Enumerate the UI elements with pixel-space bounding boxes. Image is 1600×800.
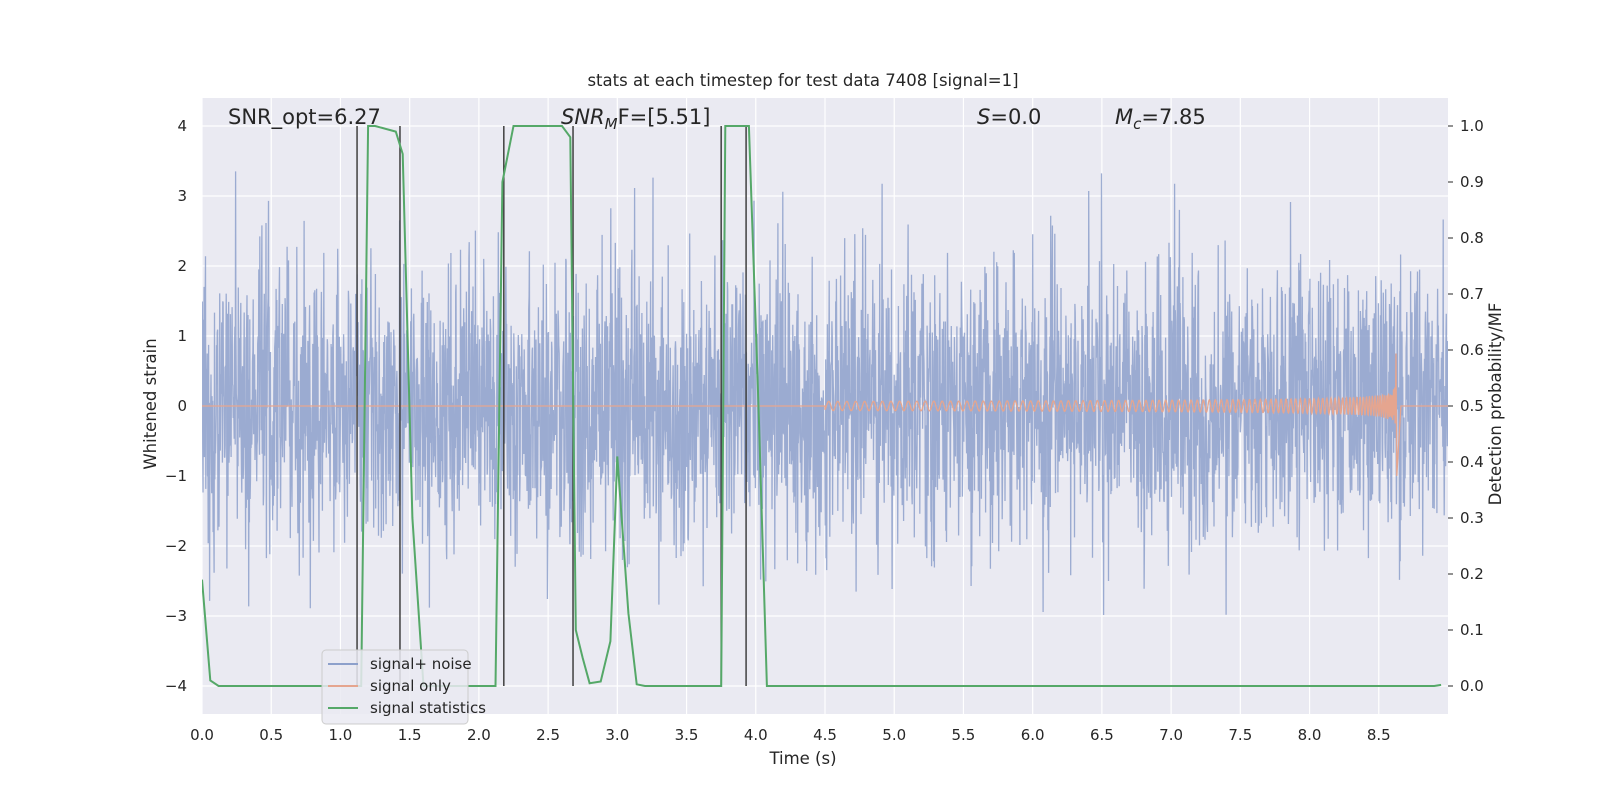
- legend-label-signal-statistics: signal statistics: [370, 699, 486, 717]
- snr-mf-value: F=[5.51]: [618, 105, 711, 129]
- snr-opt-annotation: SNR_opt=6.27: [228, 105, 381, 130]
- y-tick-label-right: 0.9: [1460, 173, 1484, 191]
- y-tick-label-right: 0.2: [1460, 565, 1484, 583]
- mc-annotation: Mc=7.85: [1115, 105, 1206, 133]
- y-tick-label-right: 0.7: [1460, 285, 1484, 303]
- snr-mf-subscript: M: [605, 115, 618, 133]
- x-tick-label: 6.0: [1021, 726, 1045, 744]
- y-tick-label-right: 0.3: [1460, 509, 1484, 527]
- x-tick-label: 8.5: [1367, 726, 1391, 744]
- chart-title: stats at each timestep for test data 740…: [587, 71, 1018, 90]
- x-tick-label: 4.5: [813, 726, 837, 744]
- x-tick-label: 5.5: [952, 726, 976, 744]
- legend-label-signal-only: signal only: [370, 677, 451, 695]
- snr-mf-label: SNR: [561, 105, 605, 129]
- series-signal-only: [202, 353, 1448, 477]
- y-tick-label-right: 0.8: [1460, 229, 1484, 247]
- legend-label-signal-noise: signal+ noise: [370, 655, 472, 673]
- y-tick-label-left: 3: [177, 187, 187, 205]
- y-tick-label-right: 0.4: [1460, 453, 1484, 471]
- s-value: =0.0: [990, 105, 1041, 129]
- y-tick-label-left: −4: [165, 677, 187, 695]
- x-tick-label: 2.5: [536, 726, 560, 744]
- y-tick-label-right: 0.6: [1460, 341, 1484, 359]
- axis-ticks: 0.0 0.5 1.0 1.5 2.0 2.5 3.0 3.5 4.0 4.5 5.0 5.5 6.0 6…: [165, 117, 1484, 744]
- x-axis-label: Time (s): [768, 749, 836, 768]
- x-tick-label: 5.0: [882, 726, 906, 744]
- x-tick-label: 8.0: [1298, 726, 1322, 744]
- series-signal-statistics: [202, 125, 1442, 687]
- x-tick-label: 2.0: [467, 726, 491, 744]
- legend-box: [321, 649, 469, 725]
- mc-label: M: [1115, 105, 1133, 129]
- chirp-trace: [202, 353, 1448, 477]
- x-tick-label: 1.0: [329, 726, 353, 744]
- y-tick-label-left: 2: [177, 257, 187, 275]
- y-tick-label-right: 1.0: [1460, 117, 1484, 135]
- y-axis-right-label: Detection probability/MF: [1486, 303, 1505, 506]
- y-tick-label-left: 4: [177, 117, 187, 135]
- statistics-trace: [202, 125, 1442, 687]
- x-tick-label: 0.5: [259, 726, 283, 744]
- mc-subscript: c: [1133, 115, 1142, 133]
- snr-mf-annotation: SNRMF=[5.51]: [561, 105, 710, 133]
- x-tick-label: 1.5: [398, 726, 422, 744]
- y-tick-label-left: −1: [165, 467, 187, 485]
- s-annotation: S=0.0: [977, 105, 1041, 129]
- legend: signal+ noise signal only signal statist…: [321, 649, 486, 725]
- mc-value: =7.85: [1141, 105, 1205, 129]
- y-axis-label: Whitened strain: [141, 338, 160, 469]
- x-tick-label: 3.5: [675, 726, 699, 744]
- x-tick-label: 0.0: [190, 726, 214, 744]
- x-tick-label: 3.0: [605, 726, 629, 744]
- y-tick-label-left: 0: [177, 397, 187, 415]
- s-label: S: [977, 105, 990, 129]
- x-tick-label: 4.0: [744, 726, 768, 744]
- x-tick-label: 7.5: [1228, 726, 1252, 744]
- y-tick-label-right: 0.1: [1460, 621, 1484, 639]
- x-tick-label: 7.0: [1159, 726, 1183, 744]
- y-tick-label-left: 1: [177, 327, 187, 345]
- y-tick-label-left: −3: [165, 607, 187, 625]
- y-tick-label-right: 0.0: [1460, 677, 1484, 695]
- y-tick-label-right: 0.5: [1460, 397, 1484, 415]
- y-tick-label-left: −2: [165, 537, 187, 555]
- x-tick-label: 6.5: [1090, 726, 1114, 744]
